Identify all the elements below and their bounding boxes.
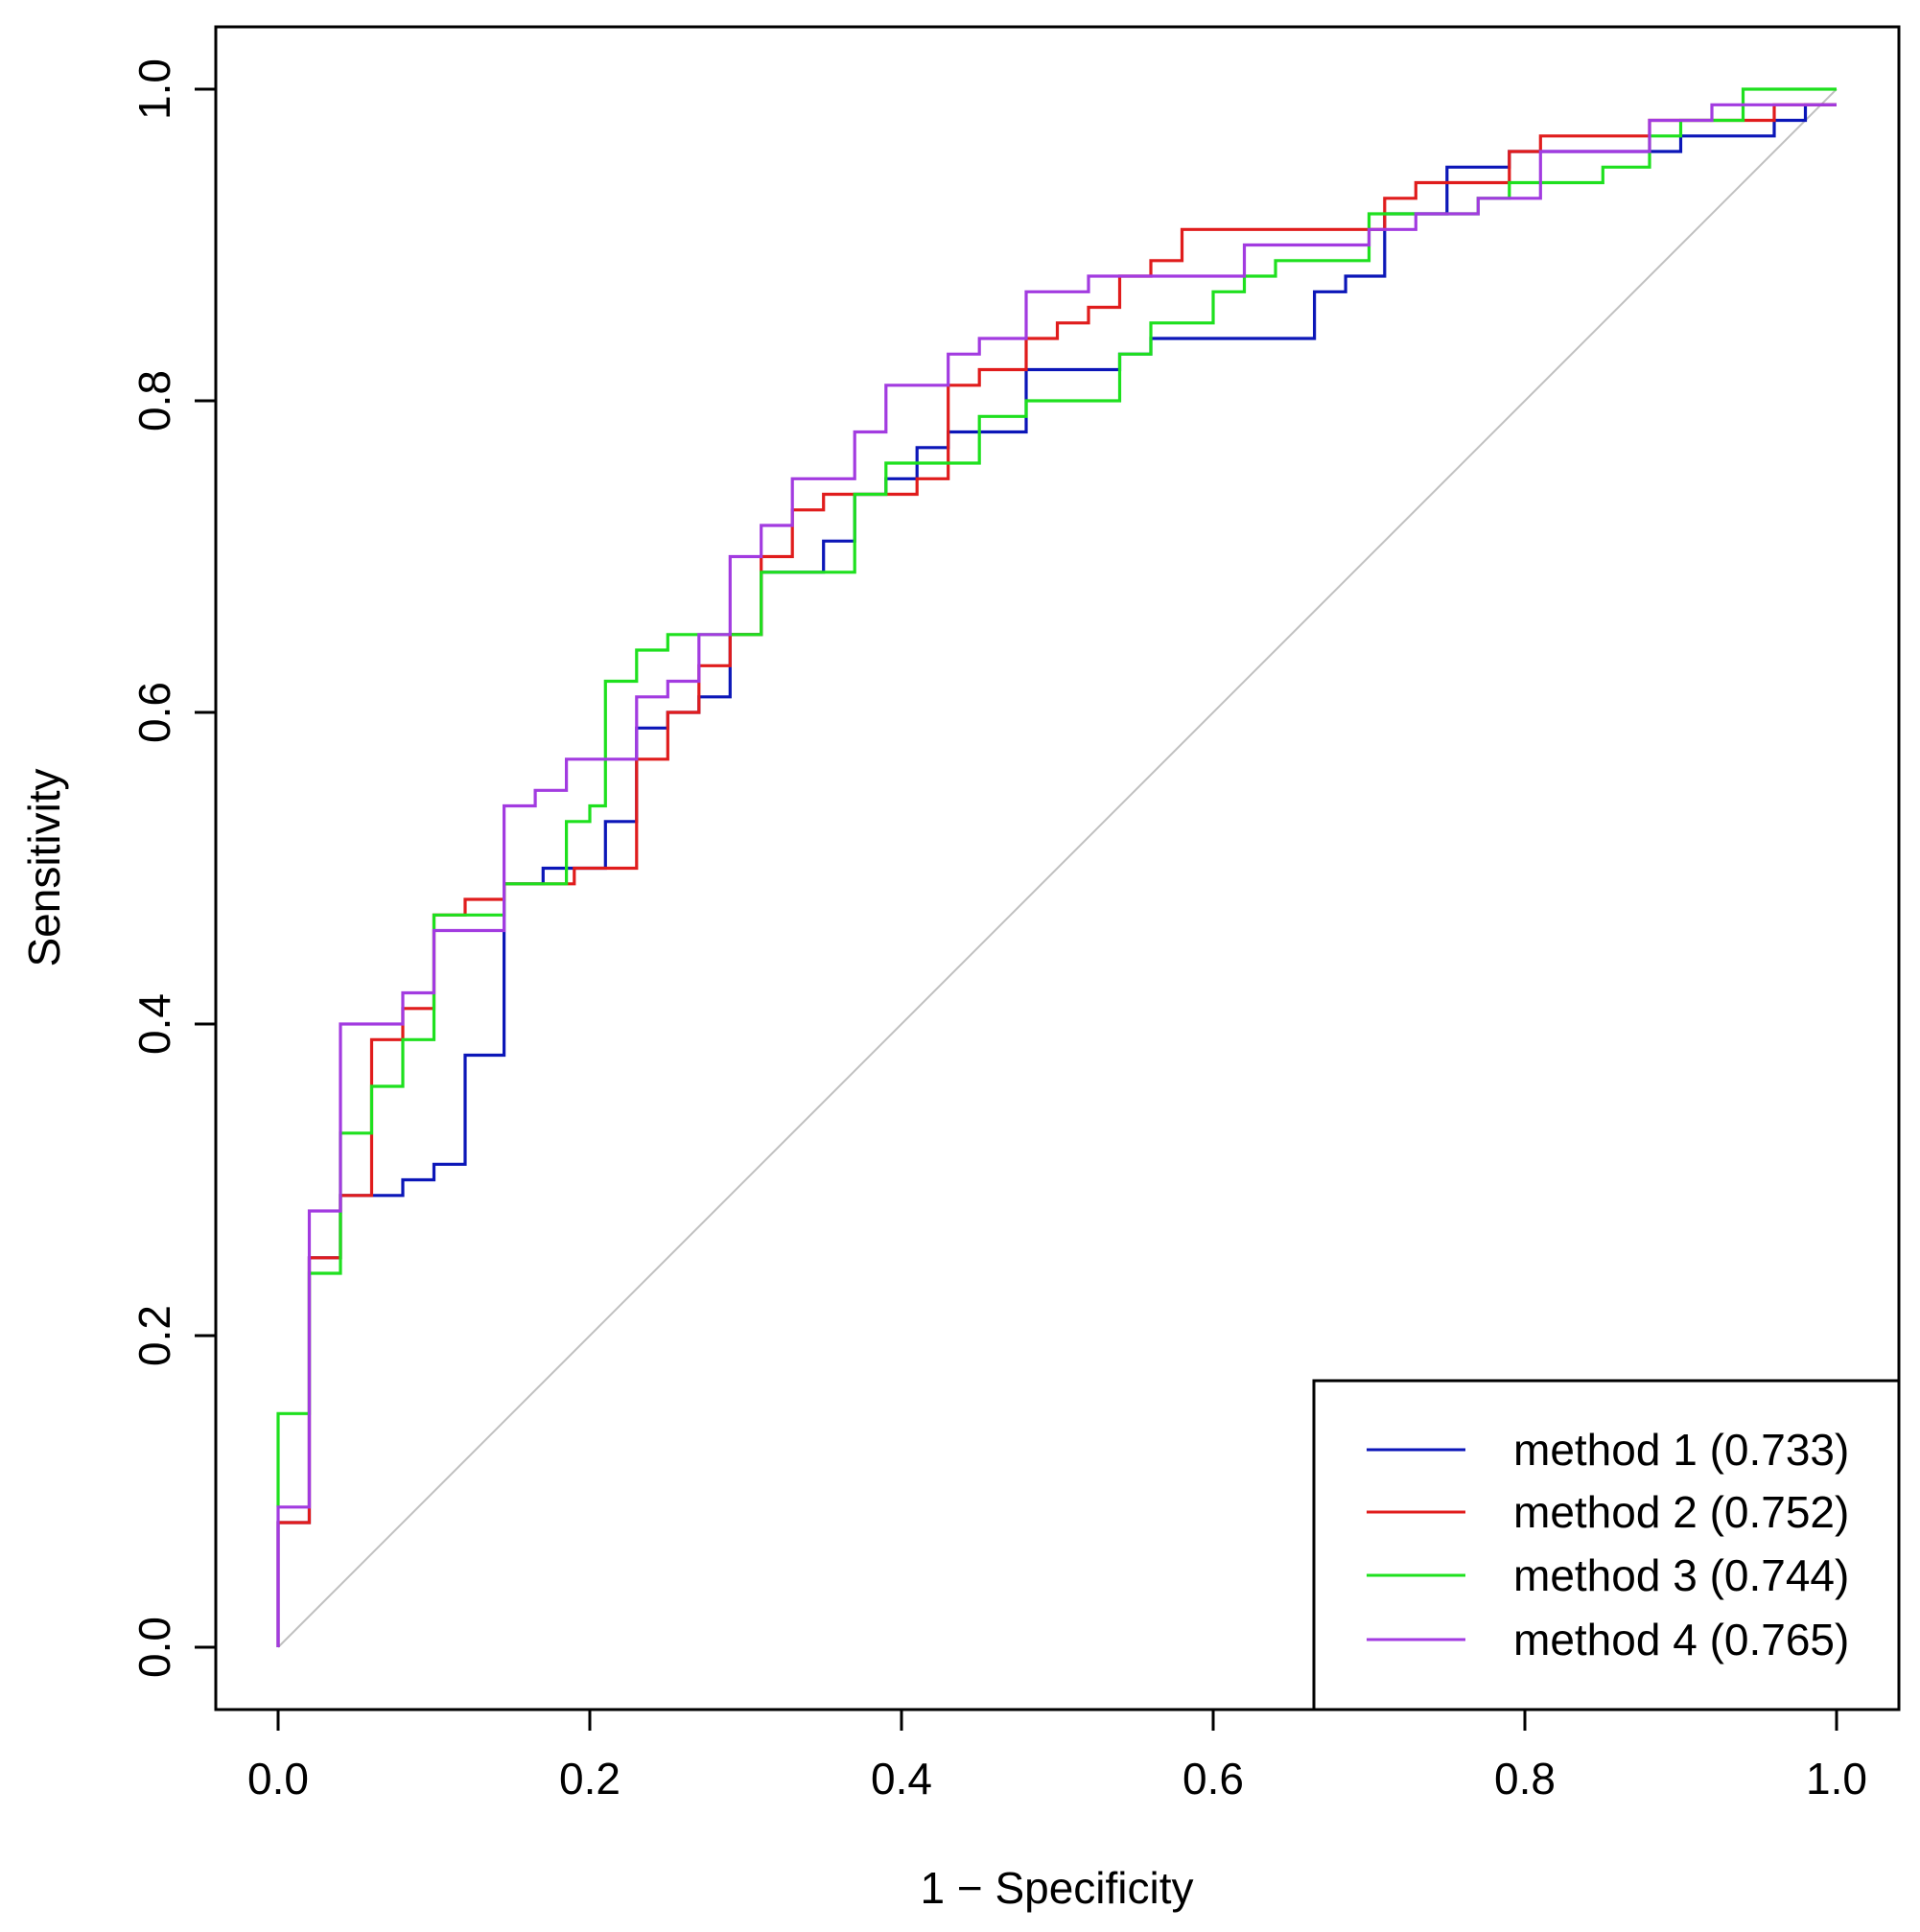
series-line-method-4 [276,103,1837,1647]
x-tick-label: 1.0 [1806,1754,1867,1804]
x-tick-label: 0.8 [1494,1754,1556,1804]
series-group [276,87,1837,1647]
x-tick-label: 0.4 [871,1754,932,1804]
y-tick-label: 0.0 [129,1617,179,1678]
x-tick-label: 0.0 [247,1754,309,1804]
legend-label-method-2: method 2 (0.752) [1513,1487,1849,1537]
legend-label-method-4: method 4 (0.765) [1513,1615,1849,1664]
y-tick-label: 1.0 [129,58,179,120]
legend-label-method-3: method 3 (0.744) [1513,1550,1849,1600]
legend-box [1312,1379,1901,1711]
axes: 0.0 0.2 0.4 0.6 0.8 1.0 0.0 0.2 0.4 0.6 0.8 1.0 [129,58,1867,1804]
y-axis: 0.0 0.2 0.4 0.6 0.8 1.0 [129,58,218,1678]
y-tick-label: 0.2 [129,1305,179,1366]
reference-diagonal-line [277,88,1838,1648]
y-tick-label: 0.4 [129,993,179,1055]
legend-entry-method-4: method 4 (0.765) [1367,1615,1849,1664]
legend: method 1 (0.733) method 2 (0.752) method… [1312,1379,1901,1711]
legend-entry-method-3: method 3 (0.744) [1367,1550,1849,1600]
y-axis-title: Sensitivity [19,768,69,966]
x-tick-label: 0.6 [1182,1754,1244,1804]
legend-entry-method-2: method 2 (0.752) [1367,1487,1849,1537]
y-tick-label: 0.8 [129,370,179,431]
x-axis-title: 1 − Specificity [920,1863,1193,1913]
legend-label-method-1: method 1 (0.733) [1513,1425,1849,1475]
x-tick-label: 0.2 [559,1754,620,1804]
series-line-method-3 [276,87,1837,1507]
y-tick-label: 0.6 [129,682,179,743]
x-axis: 0.0 0.2 0.4 0.6 0.8 1.0 [247,1708,1867,1804]
legend-entry-method-1: method 1 (0.733) [1367,1425,1849,1475]
